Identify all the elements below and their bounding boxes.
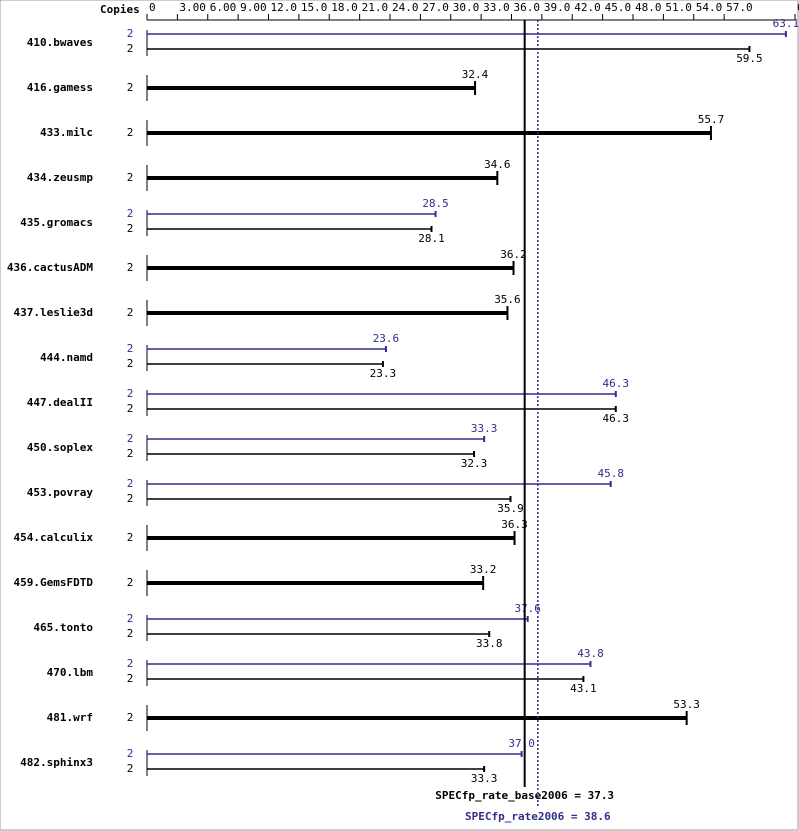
category-label: 416.gamess [27, 81, 93, 94]
category-label: 436.cactusADM [7, 261, 93, 274]
x-tick-label: 21.0 [362, 1, 389, 14]
value-label: 55.7 [698, 113, 725, 126]
copies: 2 [127, 531, 134, 544]
category-label: 482.sphinx3 [20, 756, 93, 769]
category-label: 481.wrf [47, 711, 93, 724]
value-label: 23.6 [373, 332, 400, 345]
x-tick-label: 64.0 [797, 1, 799, 14]
value-label: 53.3 [673, 698, 700, 711]
x-tick-label: 51.0 [665, 1, 692, 14]
value-label: 33.3 [471, 772, 498, 785]
x-tick-label: 18.0 [331, 1, 358, 14]
x-tick-label: 24.0 [392, 1, 419, 14]
value-label: 33.8 [476, 637, 503, 650]
category-label: 434.zeusmp [27, 171, 94, 184]
reference-label: SPECfp_rate2006 = 38.6 [465, 810, 611, 823]
category-label: 444.namd [40, 351, 93, 364]
value-label: 43.1 [570, 682, 597, 695]
value-label: 32.4 [462, 68, 489, 81]
copies: 2 [127, 762, 134, 775]
copies: 2 [127, 207, 134, 220]
x-tick-label: 27.0 [422, 1, 449, 14]
x-tick-label: 36.0 [514, 1, 541, 14]
value-label: 59.5 [736, 52, 763, 65]
value-label: 23.3 [370, 367, 397, 380]
copies: 2 [127, 387, 134, 400]
category-label: 433.milc [40, 126, 93, 139]
copies: 2 [127, 672, 134, 685]
copies: 2 [127, 357, 134, 370]
value-label: 45.8 [597, 467, 624, 480]
copies: 2 [127, 261, 134, 274]
copies: 2 [127, 711, 134, 724]
x-tick-label: 15.0 [301, 1, 328, 14]
copies: 2 [127, 447, 134, 460]
copies: 2 [127, 627, 134, 640]
category-label: 410.bwaves [27, 36, 93, 49]
value-label: 28.5 [422, 197, 449, 210]
x-tick-label: 48.0 [635, 1, 662, 14]
value-label: 46.3 [603, 412, 630, 425]
category-label: 459.GemsFDTD [14, 576, 94, 589]
category-label: 465.tonto [33, 621, 93, 634]
copies: 2 [127, 27, 134, 40]
x-tick-label: 6.00 [210, 1, 237, 14]
copies: 2 [127, 747, 134, 760]
copies: 2 [127, 126, 134, 139]
value-label: 35.6 [494, 293, 521, 306]
copies: 2 [127, 81, 134, 94]
x-tick-label: 57.0 [726, 1, 753, 14]
copies: 2 [127, 612, 134, 625]
copies: 2 [127, 402, 134, 415]
copies: 2 [127, 576, 134, 589]
value-label: 37.0 [508, 737, 535, 750]
category-label: 437.leslie3d [14, 306, 93, 319]
copies: 2 [127, 171, 134, 184]
x-tick-label: 30.0 [453, 1, 480, 14]
value-label: 32.3 [461, 457, 488, 470]
value-label: 37.6 [514, 602, 541, 615]
category-label: 447.dealII [27, 396, 93, 409]
value-label: 36.3 [501, 518, 528, 531]
copies: 2 [127, 306, 134, 319]
x-tick-label: 12.0 [271, 1, 298, 14]
category-label: 470.lbm [47, 666, 94, 679]
value-label: 36.2 [500, 248, 527, 261]
copies: 2 [127, 342, 134, 355]
value-label: 43.8 [577, 647, 604, 660]
category-label: 454.calculix [14, 531, 94, 544]
reference-label: SPECfp_rate_base2006 = 37.3 [435, 789, 614, 802]
x-tick-label: 39.0 [544, 1, 571, 14]
copies: 2 [127, 432, 134, 445]
x-tick-label: 54.0 [696, 1, 723, 14]
x-tick-label: 42.0 [574, 1, 601, 14]
value-label: 63.1 [773, 17, 799, 30]
axis-label: Copies [100, 3, 140, 16]
value-label: 33.3 [471, 422, 498, 435]
x-tick-label: 45.0 [605, 1, 632, 14]
category-label: 450.soplex [27, 441, 94, 454]
x-tick-label: 33.0 [483, 1, 510, 14]
x-tick-label: 0 [149, 1, 156, 14]
x-tick-label: 9.00 [240, 1, 267, 14]
copies: 2 [127, 657, 134, 670]
value-label: 28.1 [418, 232, 445, 245]
value-label: 46.3 [603, 377, 630, 390]
value-label: 34.6 [484, 158, 511, 171]
value-label: 33.2 [470, 563, 497, 576]
copies: 2 [127, 477, 134, 490]
category-label: 453.povray [27, 486, 94, 499]
category-label: 435.gromacs [20, 216, 93, 229]
copies: 2 [127, 222, 134, 235]
copies: 2 [127, 42, 134, 55]
x-tick-label: 3.00 [179, 1, 206, 14]
copies: 2 [127, 492, 134, 505]
value-label: 35.9 [497, 502, 524, 515]
